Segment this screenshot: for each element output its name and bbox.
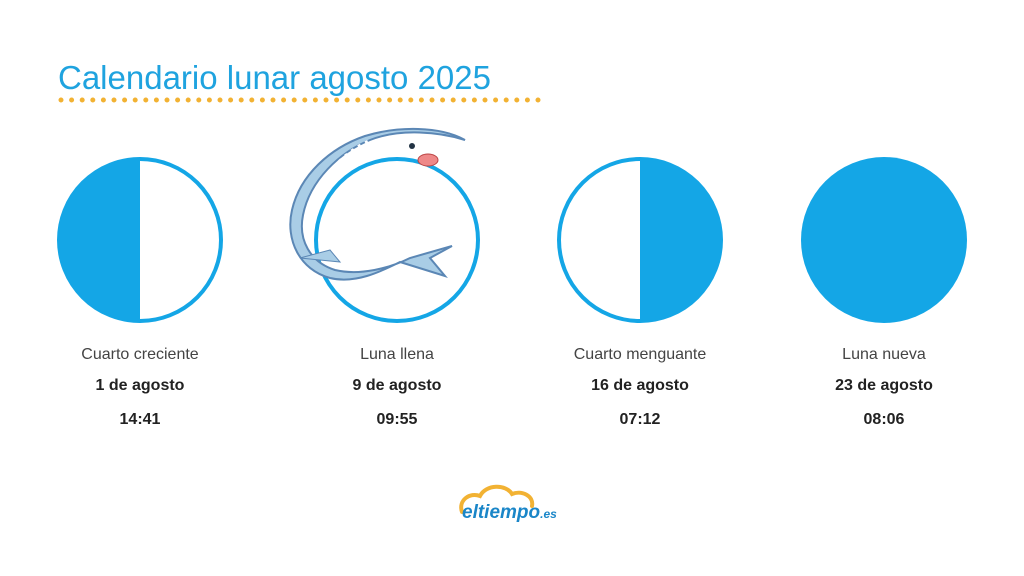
phase-time: 14:41	[120, 411, 161, 428]
logo-brand-text: eltiempo	[462, 502, 540, 523]
phase-labels: Cuarto creciente 1 de agosto 14:41 Luna lle…	[81, 346, 933, 428]
phase-date: 9 de agosto	[353, 377, 442, 394]
fish-eye	[409, 143, 415, 149]
fish-body	[289, 127, 466, 281]
fish-scutes	[310, 140, 369, 206]
moon-new	[801, 157, 967, 323]
logo-brand: eltiempo.es	[462, 502, 557, 523]
logo: eltiempo.es	[459, 484, 557, 523]
phase-name: Luna nueva	[842, 346, 926, 363]
fish-mouth	[417, 153, 439, 167]
logo-cloud	[459, 484, 535, 514]
phase-name: Cuarto creciente	[81, 346, 198, 363]
fish-fin	[299, 249, 342, 263]
logo-suffix: .es	[540, 507, 557, 521]
moon-first-quarter	[57, 157, 223, 323]
phase-date: 23 de agosto	[835, 377, 933, 394]
moon-shade	[640, 159, 721, 321]
phase-name: Luna llena	[360, 346, 434, 363]
phase-date: 1 de agosto	[96, 377, 185, 394]
phase-time: 08:06	[864, 411, 905, 428]
phase-name: Cuarto menguante	[574, 346, 707, 363]
moon-shade	[59, 159, 140, 321]
moon-full	[289, 127, 480, 323]
moon-outline	[314, 157, 480, 323]
phase-time: 09:55	[377, 411, 418, 428]
phase-time: 07:12	[620, 411, 661, 428]
phase-date: 16 de agosto	[591, 377, 689, 394]
moon-last-quarter	[557, 157, 723, 323]
fish-illustration	[289, 127, 466, 281]
title: Calendario lunar agosto 2025	[58, 59, 491, 96]
